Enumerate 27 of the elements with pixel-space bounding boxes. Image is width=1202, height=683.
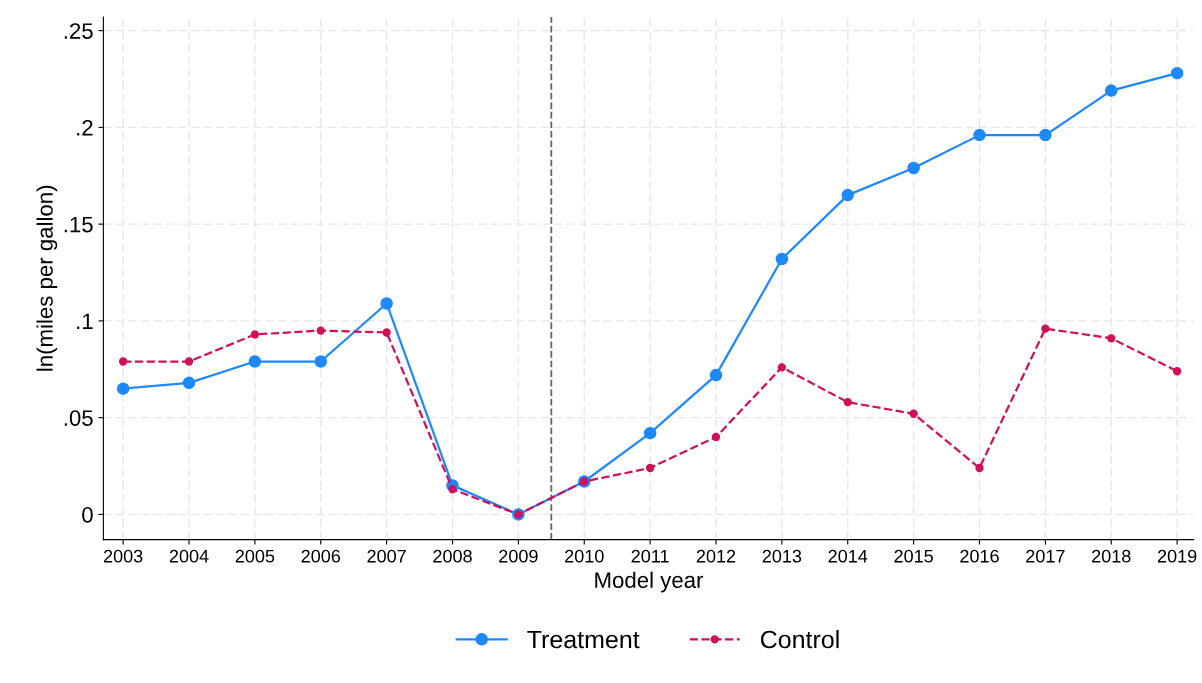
y-axis-title: ln(miles per gallon): [36, 185, 58, 371]
y-tick-label: .2: [77, 119, 93, 136]
y-tick-label: .05: [64, 410, 93, 426]
x-tick-label: 2007: [367, 549, 406, 563]
y-tick-label: 0: [82, 506, 93, 523]
x-tick-label: 2010: [565, 549, 604, 563]
x-tick-label: 2009: [499, 549, 538, 563]
x-tick-label: 2018: [1092, 549, 1131, 563]
y-tick-label: .15: [64, 216, 93, 233]
y-tick-label: .25: [64, 23, 93, 39]
x-tick-label: 2004: [169, 549, 209, 563]
x-tick-label: 2019: [1157, 549, 1197, 563]
legend-label: Control: [760, 629, 839, 649]
x-tick-label: 2013: [762, 549, 802, 563]
x-tick-label: 2011: [631, 549, 669, 563]
x-tick-label: 2016: [960, 549, 999, 563]
x-tick-label: 2005: [235, 549, 275, 563]
legend-label: Treatment: [527, 630, 640, 649]
x-axis-title: Model year: [595, 571, 704, 593]
y-tick-label: .1: [77, 313, 93, 329]
x-tick-label: 2012: [696, 549, 736, 563]
x-tick-label: 2015: [894, 549, 933, 563]
x-tick-label: 2003: [103, 549, 143, 563]
x-tick-label: 2006: [301, 549, 341, 563]
x-tick-label: 2017: [1026, 549, 1065, 563]
x-tick-label: 2008: [433, 549, 472, 563]
x-tick-label: 2014: [828, 549, 868, 563]
